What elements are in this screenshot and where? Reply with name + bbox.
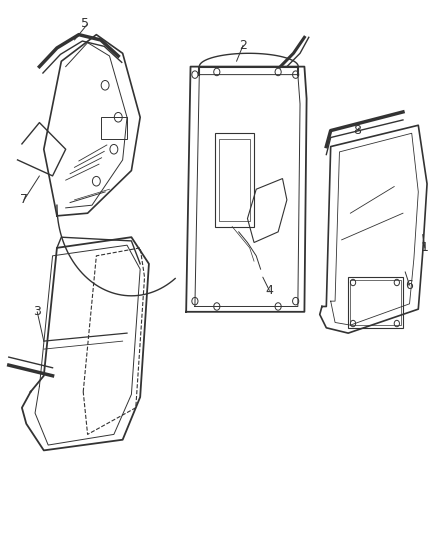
Bar <box>348 277 403 328</box>
Bar <box>215 133 254 227</box>
Text: 1: 1 <box>421 241 429 254</box>
Text: 3: 3 <box>33 305 41 318</box>
Text: 8: 8 <box>353 124 361 137</box>
Text: 4: 4 <box>265 284 273 297</box>
Bar <box>219 139 250 221</box>
Text: 6: 6 <box>406 279 413 292</box>
Text: 7: 7 <box>20 193 28 206</box>
Bar <box>101 117 127 139</box>
Bar <box>350 280 401 325</box>
Text: 5: 5 <box>81 18 89 30</box>
Text: 2: 2 <box>239 39 247 52</box>
